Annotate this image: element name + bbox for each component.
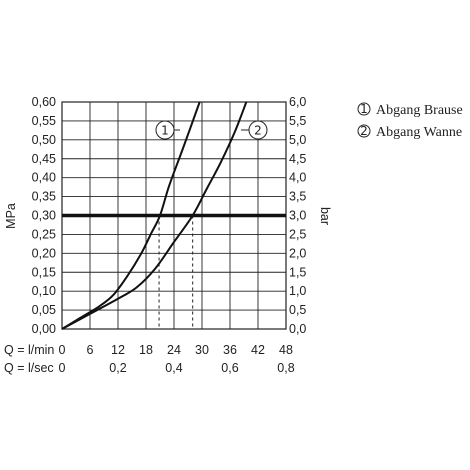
left-tick-label: 0,60: [32, 95, 56, 109]
left-tick-label: 0,45: [32, 152, 56, 166]
x-tick-label-lsec: 0,2: [109, 361, 126, 375]
right-tick-label: 2,5: [289, 227, 306, 241]
legend-marker-2: 2: [360, 124, 368, 138]
x-tick-label-lsec: 0,8: [277, 361, 294, 375]
curve-marker-1: 1: [155, 120, 180, 140]
right-tick-label: 4,0: [289, 171, 306, 185]
left-tick-label: 0,35: [32, 190, 56, 204]
x-tick-label-lmin: 36: [223, 343, 237, 357]
right-tick-label: 2,0: [289, 246, 306, 260]
right-tick-label: 1,5: [289, 265, 306, 279]
right-tick-label: 6,0: [289, 95, 306, 109]
right-axis-label: bar: [318, 207, 332, 225]
x-tick-label-lmin: 42: [251, 343, 265, 357]
right-tick-label: 0,5: [289, 303, 306, 317]
left-tick-label: 0,55: [32, 114, 56, 128]
right-tick-label: 3,5: [289, 190, 306, 204]
series-line-2: [61, 101, 248, 330]
x-tick-label-lmin: 24: [167, 343, 181, 357]
legend-marker-2-circle: [357, 124, 371, 138]
x-tick-label-lmin: 18: [139, 343, 153, 357]
left-tick-label: 0,20: [32, 246, 56, 260]
legend-marker-1: 1: [360, 102, 368, 116]
right-tick-label: 3,0: [289, 209, 306, 223]
x-tick-label-lmin: 6: [87, 343, 94, 357]
curve-marker-2: 2: [241, 120, 268, 140]
right-tick-label: 0,0: [289, 322, 306, 336]
x-tick-label-lsec: 0: [59, 361, 66, 375]
left-tick-label: 0,00: [32, 322, 56, 336]
curve-marker-1-text: 1: [161, 124, 169, 138]
legend-item-abgang-brause: Abgang Brause: [376, 103, 463, 118]
right-tick-label: 4,5: [289, 152, 306, 166]
reference-line-group: [62, 213, 286, 329]
x-tick-label-lsec: 0,4: [165, 361, 182, 375]
left-tick-label: 0,15: [32, 265, 56, 279]
series-line-1: [61, 101, 201, 330]
x-axis-lsec-ticks: 0 0,2 0,4 0,6 0,8: [59, 361, 295, 375]
left-axis-ticks: 0,00 0,05 0,10 0,15 0,20 0,25 0,30 0,35 0,40 0,45…: [32, 95, 56, 336]
x-tick-label-lmin: 12: [111, 343, 125, 357]
curve-marker-2-text: 2: [254, 124, 262, 138]
right-axis-ticks: 0,0 0,5 1,0 1,5 2,0 2,5 3,0 3,5 4,0 4,5 5,0 5,5 6,0: [289, 95, 306, 336]
right-tick-label: 1,0: [289, 284, 306, 298]
left-tick-label: 0,05: [32, 303, 56, 317]
left-tick-label: 0,50: [32, 133, 56, 147]
legend: 1 Abgang Brause 2 Abgang Wanne: [357, 102, 463, 140]
x-axis-lmin-ticks: 0 6 12 18 24 30 36 42 48: [59, 343, 293, 357]
curves: [61, 101, 248, 330]
left-tick-label: 0,25: [32, 227, 56, 241]
left-tick-label: 0,40: [32, 171, 56, 185]
left-axis-label: MPa: [4, 203, 18, 229]
right-tick-label: 5,0: [289, 133, 306, 147]
legend-marker-1-circle: [357, 102, 371, 116]
left-tick-label: 0,10: [32, 284, 56, 298]
right-tick-label: 5,5: [289, 114, 306, 128]
x-tick-label-lmin: 30: [195, 343, 209, 357]
x-tick-label-lmin: 0: [59, 343, 66, 357]
x-axis-lmin-label: Q = l/min: [4, 343, 54, 357]
x-axis-lsec-label: Q = l/sec: [4, 361, 54, 375]
legend-item-abgang-wanne: Abgang Wanne: [376, 125, 462, 140]
left-tick-label: 0,30: [32, 209, 56, 223]
x-tick-label-lmin: 48: [279, 343, 293, 357]
x-tick-label-lsec: 0,6: [221, 361, 238, 375]
